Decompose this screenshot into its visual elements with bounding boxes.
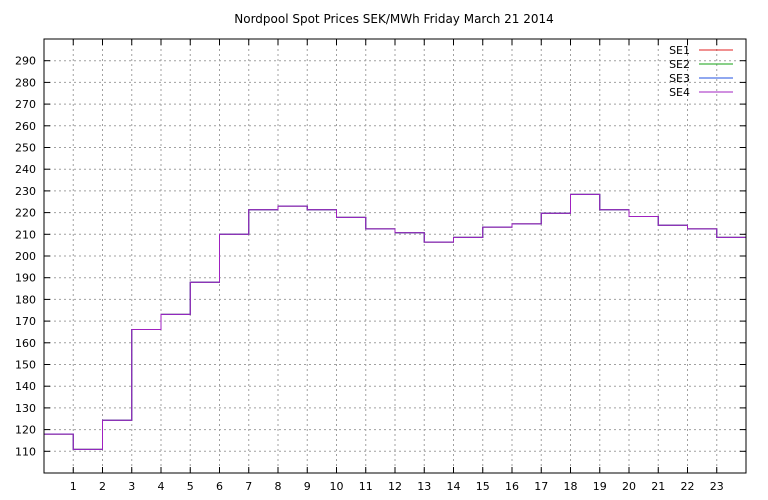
- y-tick-label: 230: [15, 185, 36, 198]
- x-tick-label: 16: [505, 480, 519, 493]
- x-tick-label: 2: [99, 480, 106, 493]
- y-tick-label: 220: [15, 207, 36, 220]
- y-tick-label: 250: [15, 142, 36, 155]
- x-tick-label: 20: [622, 480, 636, 493]
- y-tick-label: 200: [15, 250, 36, 263]
- legend-label-se4: SE4: [669, 86, 690, 99]
- y-tick-label: 140: [15, 380, 36, 393]
- series-line-se4: [44, 193, 746, 450]
- x-tick-label: 18: [564, 480, 578, 493]
- x-tick-label: 4: [158, 480, 165, 493]
- y-tick-label: 290: [15, 55, 36, 68]
- y-tick-label: 260: [15, 120, 36, 133]
- series-lines: [44, 193, 746, 450]
- x-tick-label: 3: [128, 480, 135, 493]
- legend-label-se3: SE3: [669, 72, 690, 85]
- x-tick-label: 9: [304, 480, 311, 493]
- y-tick-label: 270: [15, 98, 36, 111]
- x-tick-label: 5: [187, 480, 194, 493]
- y-tick-labels: 110 120 130 140 150 160 170 180 190 200 210 220 230 2…: [15, 55, 36, 459]
- x-tick-label: 8: [275, 480, 282, 493]
- grid-lines: [44, 39, 746, 473]
- y-tick-label: 150: [15, 359, 36, 372]
- axis-ticks: [44, 39, 746, 473]
- legend-label-se2: SE2: [669, 58, 690, 71]
- x-tick-label: 23: [710, 480, 724, 493]
- y-tick-label: 130: [15, 402, 36, 415]
- y-tick-label: 210: [15, 228, 36, 241]
- y-tick-label: 160: [15, 337, 36, 350]
- x-tick-label: 17: [534, 480, 548, 493]
- legend-label-se1: SE1: [669, 44, 690, 57]
- y-tick-label: 240: [15, 163, 36, 176]
- chart-title: Nordpool Spot Prices SEK/MWh Friday Marc…: [234, 12, 554, 26]
- x-tick-label: 15: [476, 480, 490, 493]
- x-tick-label: 19: [593, 480, 607, 493]
- y-tick-label: 280: [15, 76, 36, 89]
- x-tick-label: 10: [330, 480, 344, 493]
- y-tick-label: 190: [15, 272, 36, 285]
- x-tick-label: 7: [245, 480, 252, 493]
- x-tick-label: 6: [216, 480, 223, 493]
- y-tick-label: 170: [15, 315, 36, 328]
- x-tick-label: 22: [681, 480, 695, 493]
- x-tick-labels: 1 2 3 4 5 6 7 8 9 10 11 12 13 14 15 16 17 18 19 20 21 22 23: [70, 480, 724, 493]
- x-tick-label: 21: [651, 480, 665, 493]
- x-tick-label: 12: [388, 480, 402, 493]
- y-tick-label: 110: [15, 445, 36, 458]
- x-tick-label: 14: [447, 480, 461, 493]
- x-tick-label: 1: [70, 480, 77, 493]
- x-tick-label: 13: [417, 480, 431, 493]
- y-tick-label: 180: [15, 293, 36, 306]
- x-tick-label: 11: [359, 480, 373, 493]
- y-tick-label: 120: [15, 424, 36, 437]
